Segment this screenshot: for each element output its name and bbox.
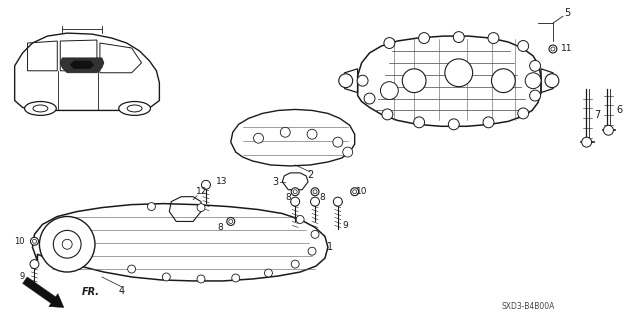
Circle shape bbox=[296, 215, 304, 223]
Text: 6: 6 bbox=[617, 105, 622, 116]
Circle shape bbox=[380, 82, 398, 100]
Circle shape bbox=[232, 274, 239, 282]
Circle shape bbox=[293, 190, 297, 194]
Circle shape bbox=[488, 33, 499, 44]
Circle shape bbox=[483, 117, 494, 128]
Circle shape bbox=[445, 59, 472, 87]
Text: 11: 11 bbox=[561, 44, 572, 53]
Circle shape bbox=[382, 109, 393, 120]
Circle shape bbox=[128, 265, 136, 273]
Text: 10: 10 bbox=[14, 237, 25, 246]
Circle shape bbox=[351, 188, 359, 196]
Text: 10: 10 bbox=[356, 187, 368, 196]
Circle shape bbox=[453, 32, 464, 43]
Circle shape bbox=[364, 93, 375, 104]
Text: 8: 8 bbox=[217, 223, 223, 232]
Text: 8: 8 bbox=[285, 193, 291, 202]
Circle shape bbox=[62, 239, 72, 249]
Ellipse shape bbox=[33, 105, 48, 112]
Circle shape bbox=[413, 117, 425, 128]
Text: 2: 2 bbox=[307, 170, 313, 180]
Circle shape bbox=[227, 218, 235, 225]
Ellipse shape bbox=[119, 101, 150, 116]
Text: 4: 4 bbox=[119, 286, 124, 296]
Circle shape bbox=[448, 119, 459, 130]
Circle shape bbox=[308, 247, 316, 255]
Text: 8: 8 bbox=[319, 193, 325, 202]
Text: SXD3-B4B00A: SXD3-B4B00A bbox=[502, 302, 555, 311]
Circle shape bbox=[311, 197, 319, 206]
Circle shape bbox=[333, 197, 342, 206]
Circle shape bbox=[229, 220, 233, 223]
Circle shape bbox=[291, 197, 300, 206]
Circle shape bbox=[147, 203, 156, 211]
Circle shape bbox=[582, 137, 592, 147]
Text: 9: 9 bbox=[342, 221, 347, 230]
Circle shape bbox=[603, 125, 613, 135]
Circle shape bbox=[311, 188, 319, 196]
Polygon shape bbox=[60, 58, 104, 73]
Circle shape bbox=[39, 217, 95, 272]
Circle shape bbox=[418, 33, 429, 44]
Circle shape bbox=[291, 260, 299, 268]
Circle shape bbox=[357, 75, 368, 86]
Circle shape bbox=[53, 230, 81, 258]
Circle shape bbox=[197, 204, 205, 212]
Polygon shape bbox=[23, 277, 64, 308]
Circle shape bbox=[551, 47, 555, 51]
Circle shape bbox=[530, 90, 540, 101]
Circle shape bbox=[384, 37, 395, 48]
Circle shape bbox=[32, 239, 36, 243]
Circle shape bbox=[291, 188, 299, 196]
Circle shape bbox=[311, 230, 319, 238]
Ellipse shape bbox=[25, 101, 57, 116]
Circle shape bbox=[30, 260, 39, 268]
Text: 1: 1 bbox=[327, 242, 333, 252]
Circle shape bbox=[307, 129, 317, 139]
Circle shape bbox=[264, 269, 272, 277]
Text: FR.: FR. bbox=[82, 287, 100, 297]
Circle shape bbox=[518, 108, 529, 119]
Circle shape bbox=[339, 74, 352, 88]
Circle shape bbox=[518, 41, 529, 52]
Circle shape bbox=[402, 69, 426, 92]
Circle shape bbox=[530, 60, 540, 71]
Text: 3: 3 bbox=[272, 177, 278, 187]
Circle shape bbox=[352, 190, 357, 194]
Circle shape bbox=[333, 137, 343, 147]
Circle shape bbox=[163, 273, 170, 281]
Circle shape bbox=[197, 275, 205, 283]
Text: 12: 12 bbox=[196, 187, 208, 196]
Circle shape bbox=[30, 237, 39, 245]
Ellipse shape bbox=[127, 105, 142, 112]
Circle shape bbox=[525, 73, 541, 89]
Circle shape bbox=[313, 190, 317, 194]
Circle shape bbox=[343, 147, 352, 157]
Circle shape bbox=[545, 74, 559, 88]
Circle shape bbox=[549, 45, 557, 53]
Text: 9: 9 bbox=[19, 272, 25, 282]
Polygon shape bbox=[70, 61, 94, 69]
Text: 7: 7 bbox=[594, 110, 601, 120]
Circle shape bbox=[201, 180, 210, 189]
Circle shape bbox=[491, 69, 515, 92]
Text: 13: 13 bbox=[216, 177, 227, 186]
Circle shape bbox=[280, 127, 290, 137]
Circle shape bbox=[253, 133, 264, 143]
Text: 5: 5 bbox=[565, 8, 571, 18]
